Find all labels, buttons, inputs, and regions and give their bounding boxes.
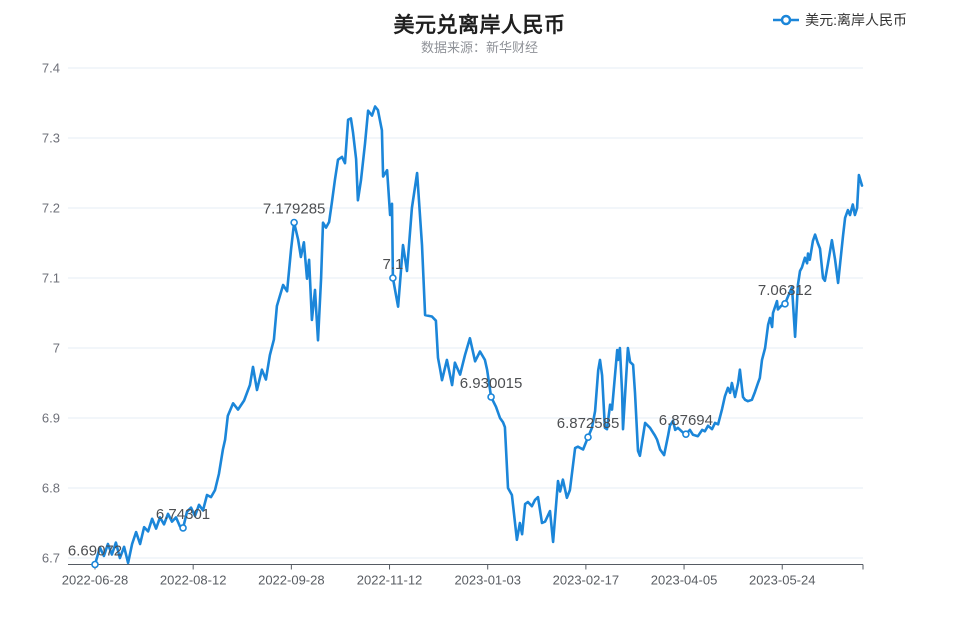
chart-subtitle: 数据来源：新华财经 — [420, 40, 538, 55]
x-axis-label: 2023-02-17 — [553, 572, 620, 587]
data-point-marker — [781, 300, 789, 308]
data-point-marker — [91, 560, 99, 569]
y-axis-label: 7.3 — [42, 131, 60, 146]
data-point-marker — [179, 524, 187, 532]
data-point-label: 7.06312 — [758, 282, 812, 299]
data-point-label: 6.74301 — [156, 506, 210, 523]
y-axis-label: 7.1 — [42, 271, 60, 286]
y-axis-label: 7.4 — [42, 61, 60, 76]
x-axis-label: 2022-06-28 — [62, 572, 129, 587]
x-axis-label: 2023-05-24 — [749, 572, 816, 587]
legend-label: 美元:离岸人民币 — [805, 12, 907, 28]
data-point-marker — [290, 218, 298, 227]
data-point-marker — [389, 274, 397, 282]
data-point-label: 6.69072 — [68, 542, 122, 559]
chart-title: 美元兑离岸人民币 — [393, 14, 566, 37]
y-axis-label: 6.9 — [42, 411, 60, 426]
data-point-marker — [682, 430, 690, 438]
data-point-label: 7.1 — [382, 256, 403, 273]
y-axis-label: 7 — [53, 341, 60, 356]
series-line — [93, 105, 864, 566]
y-axis-label: 6.8 — [42, 481, 60, 496]
data-point-label: 6.930015 — [460, 375, 523, 392]
x-axis-label: 2023-01-03 — [454, 572, 521, 587]
data-point-label: 7.179285 — [263, 201, 326, 218]
x-axis-label: 2022-08-12 — [160, 572, 227, 587]
data-point-marker — [487, 393, 495, 401]
data-point-label: 6.872585 — [557, 415, 620, 432]
x-axis-label: 2022-11-12 — [357, 572, 423, 587]
data-point-marker — [584, 433, 592, 441]
y-axis-label: 7.2 — [42, 201, 60, 216]
data-point-label: 6.87694 — [659, 412, 713, 429]
y-axis-label: 6.7 — [42, 551, 60, 566]
legend-line-marker-icon — [773, 14, 800, 26]
x-axis-label: 2022-09-28 — [258, 572, 325, 587]
legend-item[interactable]: 美元:离岸人民币 — [773, 10, 907, 30]
x-axis-label: 2023-04-05 — [651, 572, 718, 587]
